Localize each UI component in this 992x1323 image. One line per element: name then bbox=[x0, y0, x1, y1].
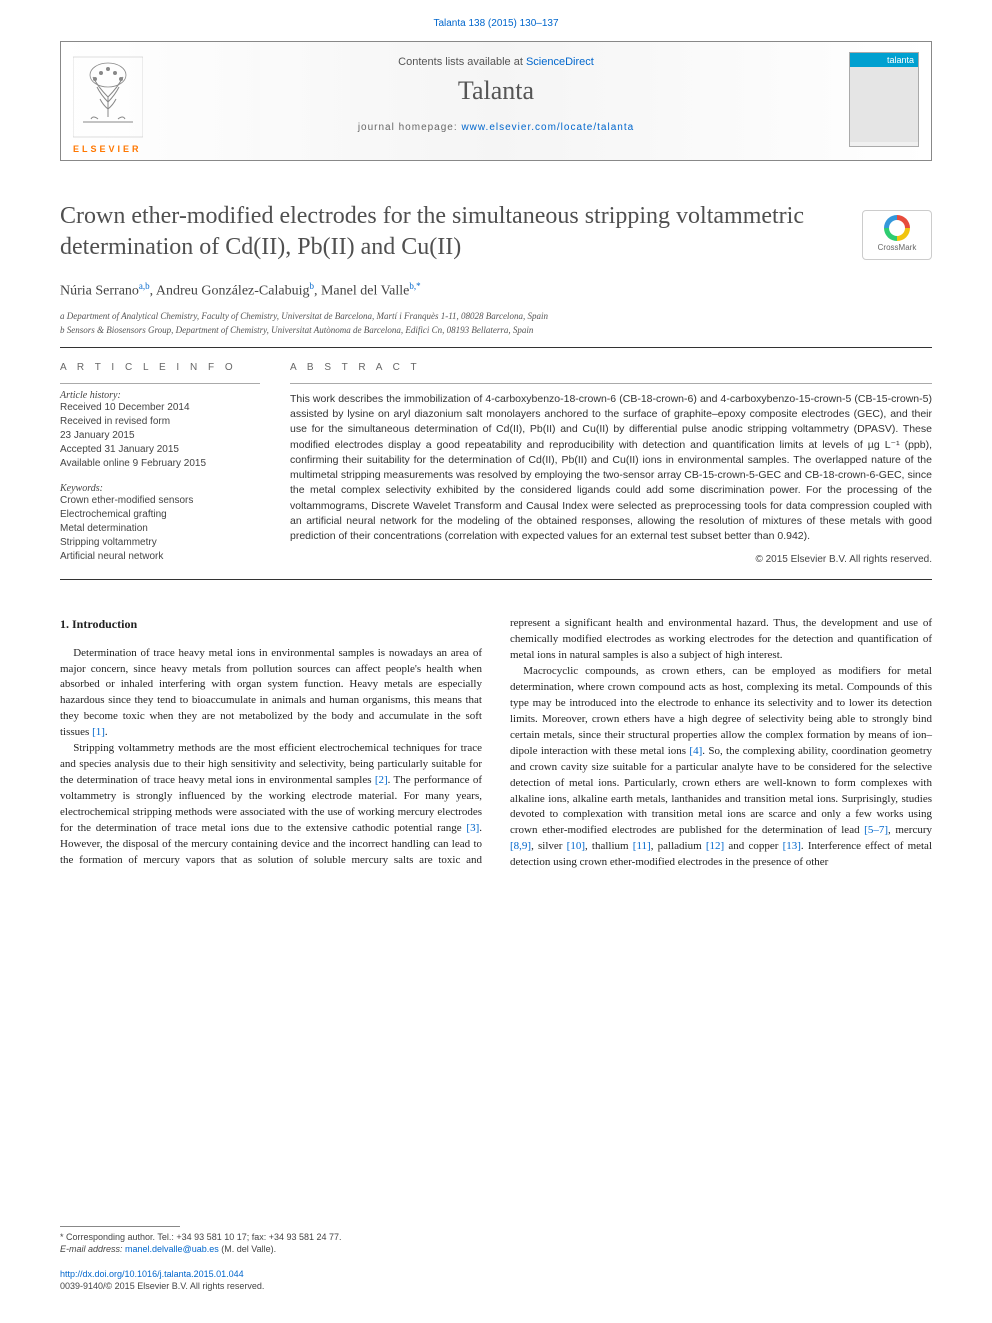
elsevier-wordmark: ELSEVIER bbox=[73, 144, 142, 154]
author-1-affil: a,b bbox=[139, 281, 150, 291]
ref-13-link[interactable]: [13] bbox=[783, 840, 801, 852]
crossmark-label: CrossMark bbox=[878, 243, 917, 252]
elsevier-tree-logo bbox=[73, 52, 143, 142]
ref-5-7-link[interactable]: [5–7] bbox=[864, 824, 888, 836]
ref-4-link[interactable]: [4] bbox=[689, 745, 702, 757]
ref-8-9-link[interactable]: [8,9] bbox=[510, 840, 531, 852]
email-line: E-mail address: manel.delvalle@uab.es (M… bbox=[60, 1243, 480, 1256]
top-citation: Talanta 138 (2015) 130–137 bbox=[0, 0, 992, 29]
abstract-copyright: © 2015 Elsevier B.V. All rights reserved… bbox=[290, 554, 932, 565]
ref-3-link[interactable]: [3] bbox=[466, 822, 479, 834]
p3c: , mercury bbox=[888, 824, 932, 836]
meta-abstract-row: A R T I C L E I N F O Article history: R… bbox=[60, 362, 932, 565]
p3f: , palladium bbox=[651, 840, 706, 852]
sciencedirect-link[interactable]: ScienceDirect bbox=[526, 56, 594, 68]
ref-10-link[interactable]: [10] bbox=[567, 840, 585, 852]
p3a: Macrocyclic compounds, as crown ethers, … bbox=[510, 665, 932, 757]
ref-12-link[interactable]: [12] bbox=[706, 840, 724, 852]
history-accepted: Accepted 31 January 2015 bbox=[60, 443, 260, 457]
history-label: Article history: bbox=[60, 390, 260, 401]
cover-body bbox=[850, 67, 918, 142]
article-title: Crown ether-modified electrodes for the … bbox=[60, 201, 932, 263]
crossmark-icon bbox=[884, 215, 910, 241]
rule-above-meta bbox=[60, 347, 932, 348]
author-3-affil: b,* bbox=[409, 281, 420, 291]
page-footer: * Corresponding author. Tel.: +34 93 581… bbox=[60, 1226, 480, 1293]
journal-homepage-line: journal homepage: www.elsevier.com/locat… bbox=[61, 106, 931, 133]
email-tail: (M. del Valle). bbox=[219, 1244, 276, 1254]
footer-rule bbox=[60, 1226, 180, 1227]
affiliation-b: b Sensors & Biosensors Group, Department… bbox=[60, 324, 932, 338]
cover-label: talanta bbox=[850, 53, 918, 67]
journal-homepage-link[interactable]: www.elsevier.com/locate/talanta bbox=[461, 122, 634, 133]
p1-text: Determination of trace heavy metal ions … bbox=[60, 647, 482, 739]
journal-cover-thumbnail: talanta bbox=[849, 52, 919, 147]
keyword-4: Stripping voltammetry bbox=[60, 536, 260, 550]
corresponding-author: * Corresponding author. Tel.: +34 93 581… bbox=[60, 1231, 480, 1244]
email-link[interactable]: manel.delvalle@uab.es bbox=[125, 1244, 219, 1254]
keywords-label: Keywords: bbox=[60, 483, 260, 494]
ref-2-link[interactable]: [2] bbox=[375, 774, 388, 786]
p3d: , silver bbox=[531, 840, 567, 852]
contents-available-line: Contents lists available at ScienceDirec… bbox=[61, 42, 931, 68]
intro-para-1: Determination of trace heavy metal ions … bbox=[60, 646, 482, 742]
history-revised-2: 23 January 2015 bbox=[60, 429, 260, 443]
article-info-label: A R T I C L E I N F O bbox=[60, 362, 260, 373]
author-2: Andreu González-Calabuig bbox=[156, 284, 310, 299]
p3e: , thallium bbox=[585, 840, 633, 852]
history-online: Available online 9 February 2015 bbox=[60, 457, 260, 471]
abstract-text: This work describes the immobilization o… bbox=[290, 392, 932, 544]
intro-para-3: Macrocyclic compounds, as crown ethers, … bbox=[510, 664, 932, 871]
homepage-prefix: journal homepage: bbox=[358, 122, 462, 133]
affiliations-block: a Department of Analytical Chemistry, Fa… bbox=[60, 310, 932, 337]
section-1-heading: 1. Introduction bbox=[60, 616, 482, 633]
keyword-2: Electrochemical grafting bbox=[60, 508, 260, 522]
p3b: . So, the complexing ability, coordinati… bbox=[510, 745, 932, 837]
journal-header-box: ELSEVIER Contents lists available at Sci… bbox=[60, 41, 932, 161]
article-info-column: A R T I C L E I N F O Article history: R… bbox=[60, 362, 260, 565]
p3g: and copper bbox=[724, 840, 782, 852]
keyword-3: Metal determination bbox=[60, 522, 260, 536]
journal-title-header: Talanta bbox=[61, 68, 931, 106]
author-2-affil: b bbox=[309, 281, 314, 291]
author-list: Núria Serranoa,b, Andreu González-Calabu… bbox=[60, 281, 932, 300]
crossmark-badge[interactable]: CrossMark bbox=[862, 210, 932, 260]
issn-copyright: 0039-9140/© 2015 Elsevier B.V. All right… bbox=[60, 1280, 480, 1293]
keyword-5: Artificial neural network bbox=[60, 550, 260, 564]
keyword-1: Crown ether-modified sensors bbox=[60, 494, 260, 508]
body-two-columns: 1. Introduction Determination of trace h… bbox=[60, 616, 932, 871]
rule-below-meta bbox=[60, 579, 932, 580]
doi-link[interactable]: http://dx.doi.org/10.1016/j.talanta.2015… bbox=[60, 1269, 244, 1279]
p1-tail: . bbox=[105, 726, 108, 738]
ref-1-link[interactable]: [1] bbox=[92, 726, 105, 738]
history-revised-1: Received in revised form bbox=[60, 415, 260, 429]
affiliation-a: a Department of Analytical Chemistry, Fa… bbox=[60, 310, 932, 324]
email-label: E-mail address: bbox=[60, 1244, 125, 1254]
abstract-label: A B S T R A C T bbox=[290, 362, 932, 373]
contents-prefix: Contents lists available at bbox=[398, 56, 526, 68]
author-3: Manel del Valle bbox=[321, 284, 409, 299]
doi-block: http://dx.doi.org/10.1016/j.talanta.2015… bbox=[60, 1268, 480, 1293]
author-1: Núria Serrano bbox=[60, 284, 139, 299]
ref-11-link[interactable]: [11] bbox=[633, 840, 651, 852]
history-received: Received 10 December 2014 bbox=[60, 401, 260, 415]
abstract-column: A B S T R A C T This work describes the … bbox=[290, 362, 932, 565]
